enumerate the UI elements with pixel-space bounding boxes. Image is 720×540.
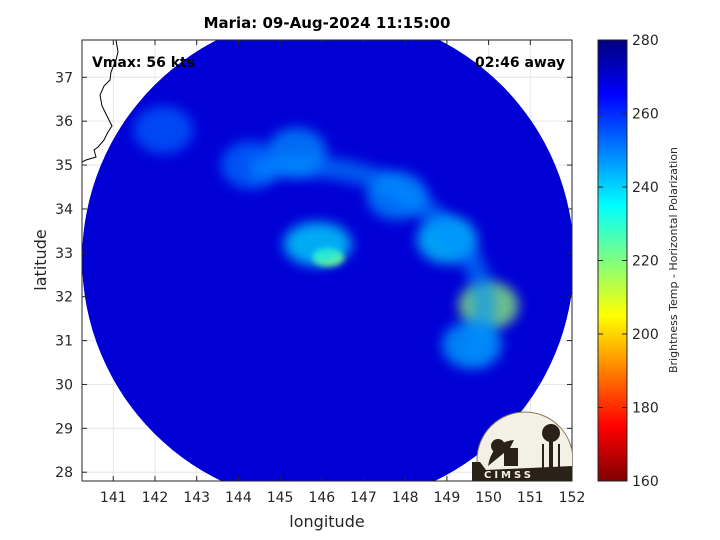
- x-tick-label: 148: [392, 490, 419, 506]
- x-tick-label: 151: [517, 490, 544, 506]
- time-away-annotation: 02:46 away: [475, 55, 565, 71]
- x-tick-label: 146: [308, 490, 335, 506]
- x-tick-label: 145: [267, 490, 294, 506]
- colorbar-tick-label: 160: [632, 474, 659, 490]
- vmax-annotation: Vmax: 56 kts: [92, 55, 195, 71]
- y-tick-label: 30: [55, 377, 73, 393]
- x-tick-label: 149: [434, 490, 461, 506]
- x-ticks: 141 142 143 144 145 146 147 148 149 150 151 152: [100, 40, 585, 506]
- x-tick-label: 143: [183, 490, 210, 506]
- y-tick-label: 29: [55, 421, 73, 437]
- spiral-band: [249, 155, 496, 363]
- y-tick-label: 34: [55, 202, 73, 218]
- y-tick-label: 36: [55, 114, 73, 130]
- y-tick-label: 35: [55, 158, 73, 174]
- x-tick-label: 152: [559, 490, 586, 506]
- colorbar-tick-label: 200: [632, 327, 659, 343]
- y-tick-label: 32: [55, 290, 73, 306]
- colorbar-ticks: 160 180 200 220 240 260 280: [598, 33, 659, 490]
- y-tick-label: 33: [55, 246, 73, 262]
- colorbar-tick-label: 220: [632, 254, 659, 270]
- colorbar-tick-label: 260: [632, 107, 659, 123]
- y-tick-label: 31: [55, 334, 73, 350]
- y-tick-label: 37: [55, 70, 73, 86]
- x-axis-label: longitude: [289, 512, 364, 531]
- heatmap-feature-outer_band: [133, 105, 194, 154]
- x-tick-label: 144: [225, 490, 252, 506]
- logo-text: CIMSS: [484, 470, 534, 481]
- axes-box: [81, 39, 573, 482]
- heatmap-feature-eyewall: [283, 222, 352, 267]
- coastline: [82, 40, 119, 163]
- x-tick-label: 141: [100, 490, 127, 506]
- y-ticks: 28 29 30 31 32 33 34 35 36 37: [55, 70, 572, 481]
- colorbar-tick-label: 240: [632, 180, 659, 196]
- colorbar-label: Brightness Temp - Horizontal Polarizatio…: [667, 147, 680, 373]
- chart-title: Maria: 09-Aug-2024 11:15:00: [204, 14, 451, 32]
- x-tick-label: 150: [475, 490, 502, 506]
- colorbar-tick-label: 180: [632, 401, 659, 417]
- x-tick-label: 147: [350, 490, 377, 506]
- y-tick-label: 28: [55, 465, 73, 481]
- cimss-logo: CIMSS: [472, 411, 572, 481]
- y-axis-label: latitude: [31, 229, 50, 290]
- x-tick-label: 142: [142, 490, 169, 506]
- colorbar-tick-label: 280: [632, 33, 659, 49]
- heatmap-features: [133, 105, 519, 369]
